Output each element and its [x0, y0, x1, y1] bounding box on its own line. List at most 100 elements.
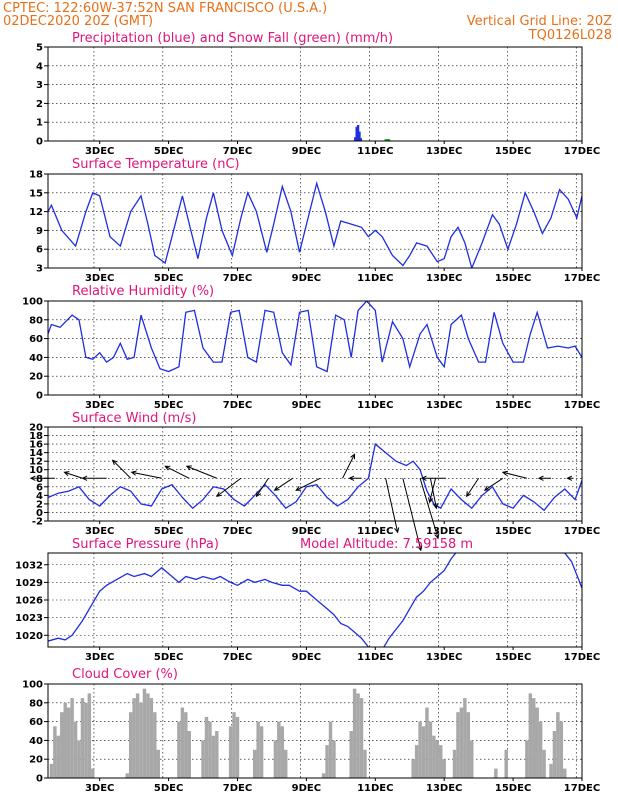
cloud-bar: [49, 763, 54, 778]
snow-bar: [387, 139, 391, 141]
wind-xtick-label: 3DEC: [85, 526, 114, 537]
temp-xtick-label: 15DEC: [495, 273, 531, 284]
temp-xtick-label: 9DEC: [292, 273, 321, 284]
cloud-xtick-label: 13DEC: [426, 783, 462, 794]
cloud-bar: [77, 740, 81, 778]
wind-xtick-label: 13DEC: [426, 526, 462, 537]
cloud-bar: [204, 716, 209, 778]
cloud-bar: [332, 740, 336, 778]
rh-data: [48, 301, 582, 373]
precip-xtick-label: 11DEC: [357, 146, 393, 157]
snow-bar: [386, 139, 389, 141]
cloud-bar: [132, 698, 136, 778]
panels: Precipitation (blue) and Snow Fall (gree…: [15, 31, 600, 794]
cloud-bar: [470, 740, 474, 778]
precip-bar: [355, 126, 358, 141]
wind-arrow: [402, 478, 423, 552]
wind-ytick-label: 10: [29, 465, 43, 476]
cloud-bar: [277, 721, 281, 778]
temp-xtick-label: 7DEC: [223, 273, 252, 284]
cloud-bar: [456, 712, 460, 778]
wind-ytick-label: 20: [29, 423, 43, 434]
cloud-bar: [325, 745, 329, 778]
pressure-xtick-label: 13DEC: [426, 652, 462, 663]
cloud-bar: [149, 698, 154, 778]
pressure-xtick-label: 7DEC: [223, 652, 252, 663]
pressure-xtick-label: 5DEC: [154, 652, 183, 663]
wind-arrow: [348, 475, 362, 481]
precip-grid: [48, 46, 582, 142]
pressure-y-axis: 1020 1023 1026 1029 1032: [15, 560, 48, 642]
cloud-bar: [535, 707, 539, 778]
cloud-bar: [259, 726, 264, 778]
cloud-bar: [549, 763, 553, 778]
cloud-bar: [528, 693, 533, 778]
wind-arrow: [419, 478, 440, 540]
temp-data: [48, 180, 582, 268]
precip-xtick-label: 9DEC: [292, 146, 321, 157]
wind-data: [48, 442, 582, 512]
cloud-bar: [53, 726, 57, 778]
wind-arrow: [342, 453, 356, 479]
wind-ytick-label: 6: [36, 482, 43, 493]
pressure-xtick-label: 3DEC: [85, 652, 114, 663]
header-datetime: 02DEC2020 20Z (GMT): [3, 14, 153, 29]
cloud-bar: [532, 698, 536, 778]
wind-arrow: [537, 475, 551, 481]
temp-xtick-label: 13DEC: [426, 273, 462, 284]
cloud-bar: [542, 749, 546, 778]
temp-ytick-label: 9: [36, 226, 43, 237]
precip-bar: [354, 137, 357, 141]
wind-arrow: [501, 470, 527, 479]
wind-frame: [47, 426, 583, 522]
rh-ytick-label: 80: [29, 315, 43, 326]
rh-grid: [48, 300, 582, 396]
precip-xtick-label: 5DEC: [154, 146, 183, 157]
cloud-bar: [70, 698, 74, 778]
cloud-bar: [283, 749, 288, 778]
temp-ytick-label: 6: [36, 245, 43, 256]
cloud-xtick-label: 5DEC: [154, 783, 183, 794]
temp-title: Surface Temperature (nC): [72, 157, 240, 172]
wind-ytick-label: 0: [36, 508, 43, 519]
wind-ytick-label: 14: [29, 448, 43, 459]
precip-panel: Precipitation (blue) and Snow Fall (gree…: [36, 31, 600, 157]
precip-bar: [356, 125, 360, 141]
wind-arrow: [164, 465, 190, 479]
cloud-bar: [84, 702, 88, 778]
precip-bar: [358, 131, 361, 141]
cloud-bar: [525, 740, 529, 778]
temp-xtick-label: 3DEC: [85, 273, 114, 284]
wind-arrow: [216, 477, 242, 497]
cloud-bar: [411, 759, 415, 778]
rh-x-axis: 3DEC 5DEC 7DEC 9DEC 11DEC 13DEC 15DEC 17DEC: [85, 395, 600, 411]
cloud-bar: [494, 768, 498, 778]
wind-arrows: [29, 453, 574, 552]
rh-xtick-label: 9DEC: [292, 400, 321, 411]
cloud-bar: [232, 712, 236, 778]
cloud-bar: [463, 698, 467, 778]
cloud-bar: [87, 693, 92, 778]
rh-xtick-label: 17DEC: [564, 400, 600, 411]
pressure-data: [48, 553, 582, 647]
wind-arrow: [273, 477, 293, 491]
temp-ytick-label: 15: [29, 188, 43, 199]
pressure-xtick-label: 15DEC: [495, 652, 531, 663]
wind-ytick-label: -2: [32, 517, 43, 528]
cloud-bar: [235, 716, 240, 778]
temp-xtick-label: 17DEC: [564, 273, 600, 284]
precip-bar: [359, 138, 363, 141]
rh-xtick-label: 3DEC: [85, 400, 114, 411]
cloud-bar: [91, 768, 95, 778]
wind-ytick-label: 12: [29, 457, 43, 468]
cloud-bar: [73, 721, 78, 778]
precip-frame: [47, 46, 583, 142]
precip-ytick-label: 5: [36, 43, 43, 54]
cloud-bar: [60, 712, 64, 778]
cloud-bar: [418, 721, 422, 778]
pressure-grid: [48, 553, 582, 647]
cloud-ytick-label: 80: [29, 698, 43, 709]
